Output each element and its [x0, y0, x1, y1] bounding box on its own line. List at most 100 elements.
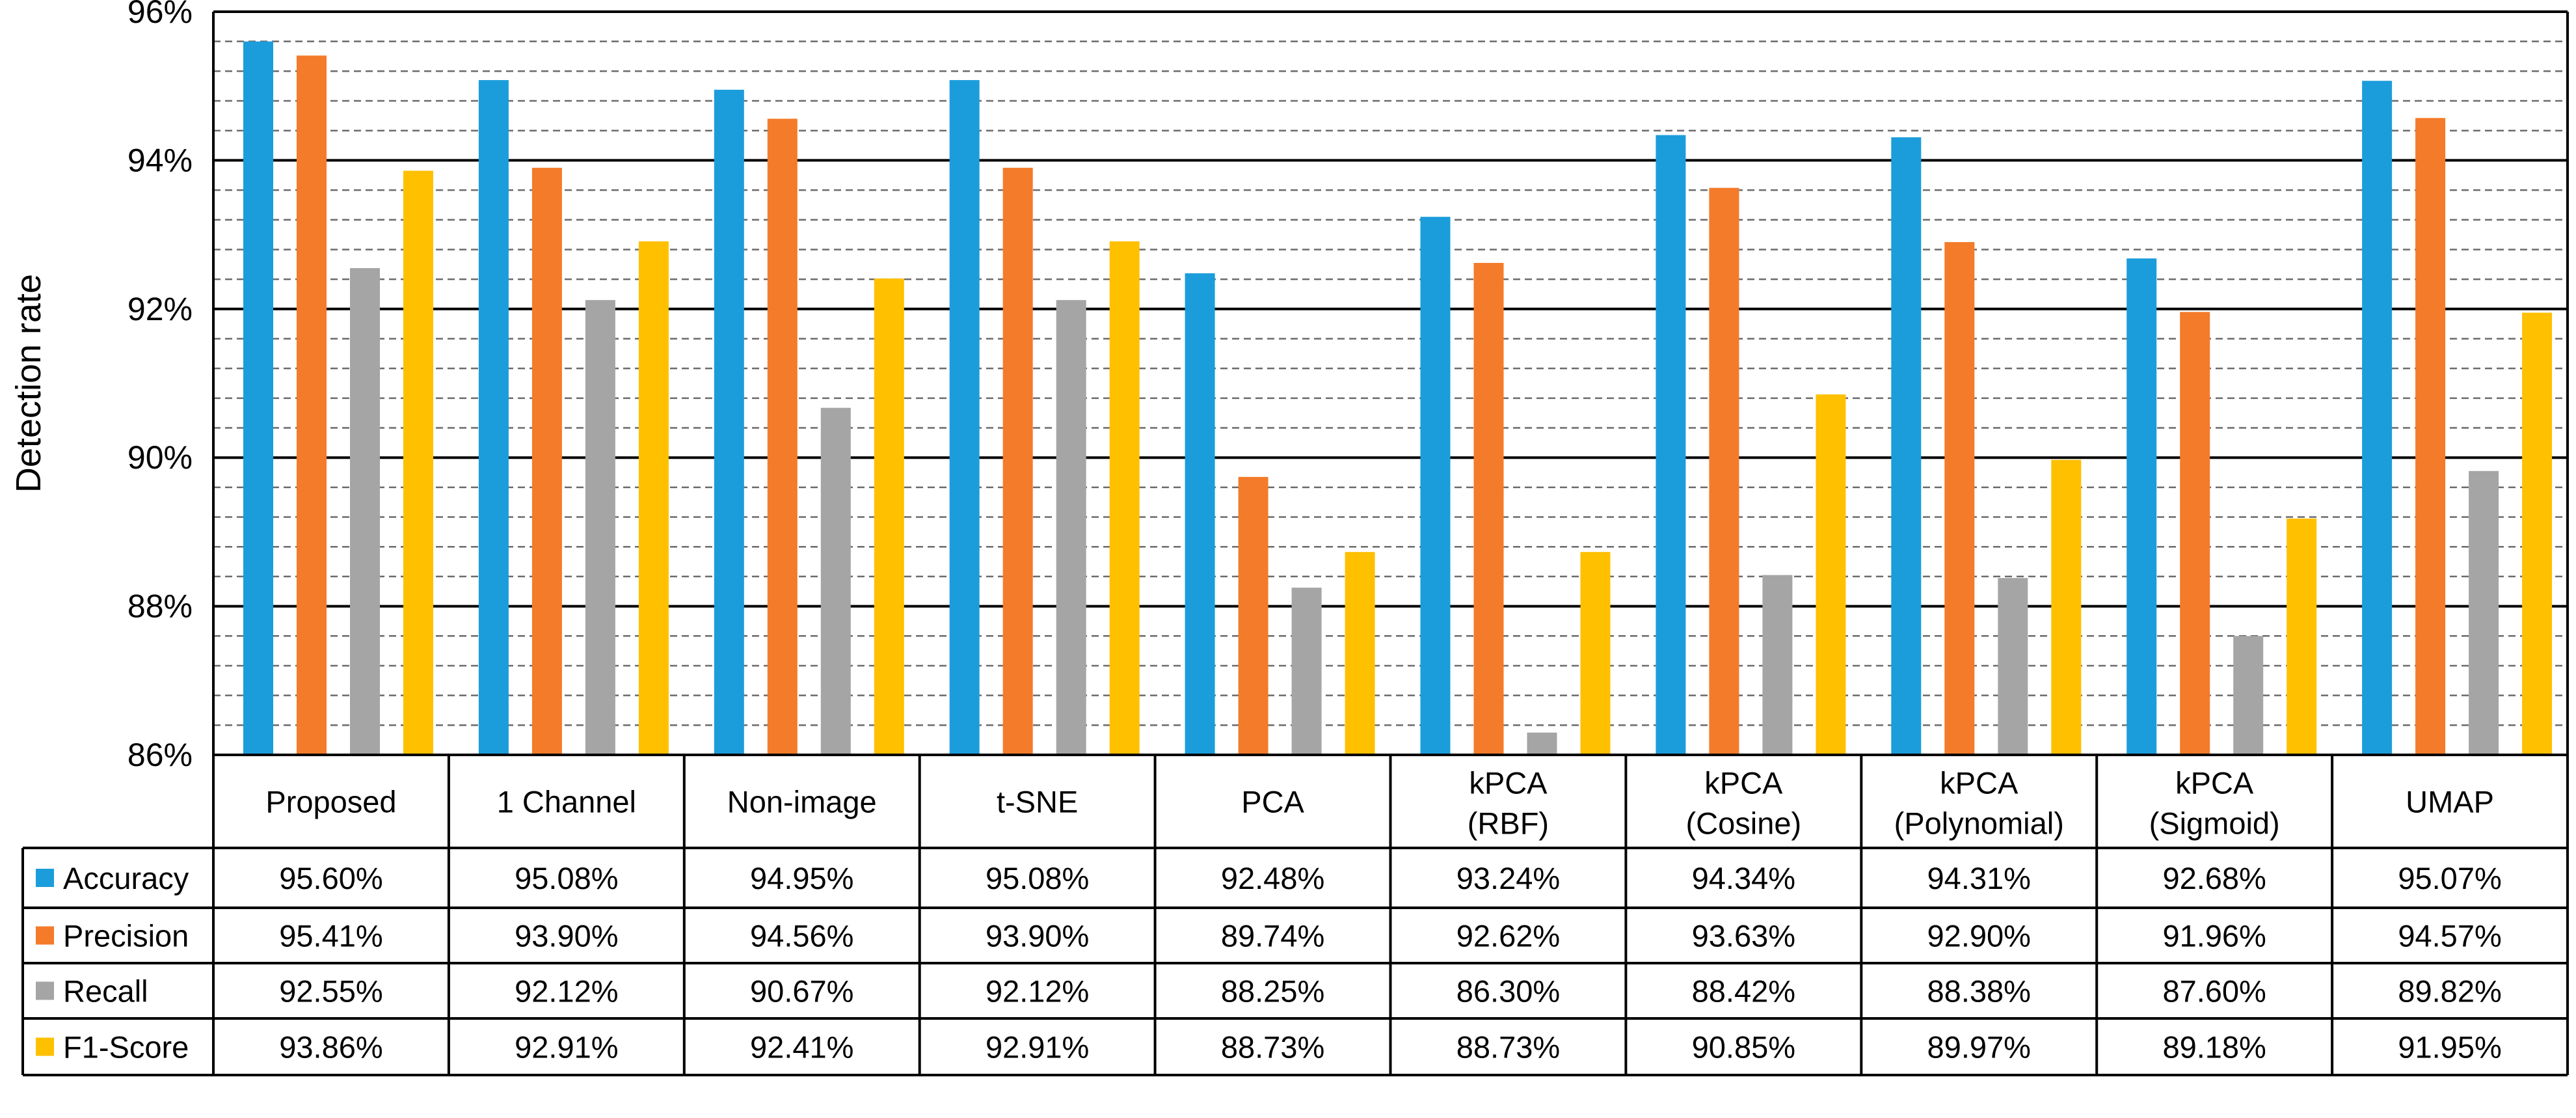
category-label: UMAP [2406, 785, 2494, 819]
data-label: 95.08% [986, 861, 1089, 895]
legend-label: Precision [63, 919, 189, 953]
bar-recall-9 [2469, 470, 2499, 755]
data-label: 95.60% [279, 861, 382, 895]
bar-recall-0 [350, 267, 380, 755]
data-label: 91.96% [2162, 919, 2266, 953]
bar-accuracy-4 [1185, 273, 1215, 755]
bar-recall-4 [1291, 588, 1322, 755]
legend-label: Accuracy [63, 861, 189, 895]
bar-f1-score-5 [1580, 552, 1611, 755]
data-label: 88.73% [1456, 1030, 1560, 1065]
bar-accuracy-8 [2127, 258, 2157, 755]
bar-f1-score-0 [403, 170, 433, 755]
y-tick-label: 92% [127, 291, 193, 327]
data-label: 92.12% [986, 974, 1089, 1009]
category-label: 1 Channel [497, 785, 636, 819]
bars [243, 41, 2553, 756]
y-axis-title: Detection rate [9, 274, 48, 493]
data-label: 94.56% [750, 919, 853, 953]
legend-key-recall [36, 981, 54, 1000]
bar-accuracy-0 [243, 41, 273, 755]
legend-key-f1-score [36, 1037, 54, 1056]
bar-f1-score-6 [1816, 394, 1846, 755]
bar-accuracy-6 [1656, 135, 1686, 755]
bar-f1-score-9 [2522, 312, 2553, 755]
data-label: 93.90% [515, 919, 618, 953]
bar-recall-3 [1056, 300, 1086, 755]
bar-f1-score-8 [2287, 518, 2317, 755]
category-label: kPCA [1940, 766, 2019, 800]
category-label: PCA [1241, 785, 1304, 819]
data-label: 94.57% [2398, 919, 2501, 953]
data-label: 95.41% [279, 919, 382, 953]
bar-precision-3 [1002, 167, 1033, 755]
data-label: 89.82% [2398, 974, 2501, 1009]
legend-label: Recall [63, 974, 148, 1009]
bar-recall-7 [1998, 578, 2028, 755]
data-label: 95.07% [2398, 861, 2501, 895]
bar-precision-1 [531, 167, 562, 755]
y-tick-label: 94% [127, 142, 193, 178]
y-tick-label: 90% [127, 439, 193, 476]
bar-recall-1 [585, 300, 615, 755]
category-label: (Cosine) [1686, 806, 1802, 841]
data-label: 86.30% [1456, 974, 1560, 1009]
bar-precision-8 [2180, 312, 2210, 755]
bar-recall-8 [2233, 636, 2264, 755]
data-label: 92.62% [1456, 919, 1560, 953]
bar-accuracy-3 [949, 80, 980, 756]
category-label: kPCA [1704, 766, 1783, 800]
bar-accuracy-2 [714, 89, 744, 755]
category-label: kPCA [2175, 766, 2254, 800]
data-label: 92.12% [515, 974, 618, 1009]
data-label: 89.18% [2162, 1030, 2266, 1065]
bar-precision-9 [2415, 118, 2446, 755]
legend-key-precision [36, 926, 54, 945]
bar-f1-score-1 [638, 241, 669, 755]
data-label: 92.48% [1221, 861, 1324, 895]
data-label: 87.60% [2162, 974, 2266, 1009]
data-label: 93.86% [279, 1030, 382, 1065]
bar-precision-0 [297, 55, 327, 755]
data-label: 92.91% [515, 1030, 618, 1065]
legend-key-accuracy [36, 869, 54, 887]
bar-precision-2 [767, 118, 798, 755]
data-label: 91.95% [2398, 1030, 2501, 1065]
bar-recall-5 [1527, 732, 1557, 755]
category-label: (Polynomial) [1894, 806, 2064, 841]
data-label: 92.55% [279, 974, 382, 1009]
category-label: Proposed [265, 785, 396, 819]
bar-f1-score-3 [1109, 241, 1140, 755]
category-label: Non-image [727, 785, 877, 819]
bar-precision-7 [1944, 242, 1975, 755]
data-label: 88.38% [1927, 974, 2031, 1009]
bar-f1-score-2 [874, 278, 904, 755]
data-label: 95.08% [515, 861, 618, 895]
bar-accuracy-9 [2362, 81, 2393, 755]
y-axis: 86% 88% 90% 92% 94% 96% Detection rate [9, 0, 193, 773]
bar-accuracy-7 [1891, 137, 1922, 756]
bar-f1-score-7 [2051, 459, 2082, 755]
legend-label: F1-Score [63, 1030, 189, 1065]
data-label: 90.67% [750, 974, 853, 1009]
data-label: 94.95% [750, 861, 853, 895]
data-label: 92.90% [1927, 919, 2031, 953]
bar-precision-5 [1473, 262, 1504, 756]
category-label: t-SNE [997, 785, 1078, 819]
data-label: 94.31% [1927, 861, 2031, 895]
bar-recall-6 [1762, 575, 1793, 755]
data-label: 92.68% [2162, 861, 2266, 895]
data-label: 92.91% [986, 1030, 1089, 1065]
data-label: 88.42% [1692, 974, 1795, 1009]
data-label: 92.41% [750, 1030, 853, 1065]
bar-f1-score-4 [1345, 552, 1375, 755]
bar-precision-4 [1238, 476, 1268, 755]
data-table: Proposed 1 Channel Non-image t-SNE PCA kPCA (R… [21, 12, 2569, 1076]
category-label: (RBF) [1468, 806, 1549, 841]
y-tick-label: 88% [127, 588, 193, 625]
data-label: 89.74% [1221, 919, 1324, 953]
category-label: (Sigmoid) [2149, 806, 2280, 841]
data-label: 89.97% [1927, 1030, 2031, 1065]
data-label: 93.90% [986, 919, 1089, 953]
